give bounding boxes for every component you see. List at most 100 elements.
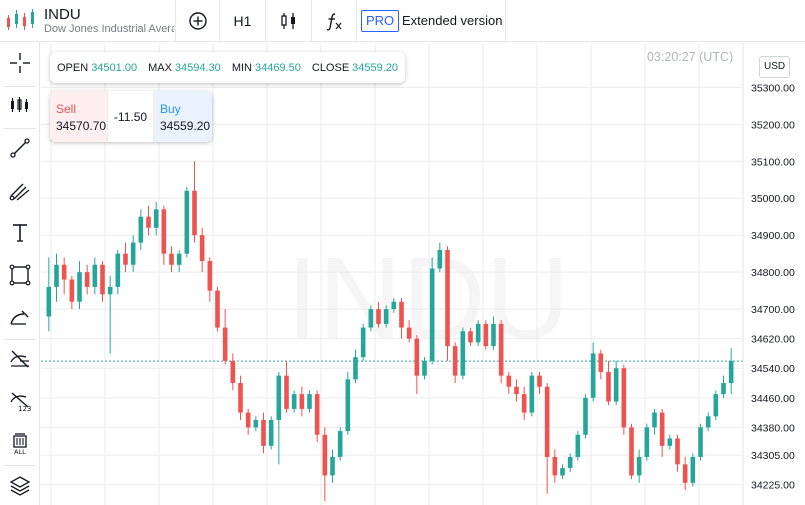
candle [268, 416, 274, 450]
candle-body [253, 419, 259, 428]
timeframe-button[interactable]: H1 [219, 0, 265, 42]
symbol-description[interactable]: Dow Jones Industrial Average [44, 23, 174, 35]
candle-body [652, 412, 657, 428]
candle [61, 257, 67, 295]
fib-icon [9, 183, 30, 201]
hide-indicators-icon: 123 [10, 392, 31, 413]
candle-body [583, 397, 588, 435]
brush-tool[interactable] [0, 296, 40, 338]
candle [376, 301, 381, 328]
symbol-watermark: INDU [286, 233, 570, 363]
candle-body [337, 431, 343, 457]
candle [100, 261, 105, 302]
symbol-title[interactable]: INDU [44, 6, 81, 23]
candle [215, 286, 220, 332]
chart-type-button[interactable] [265, 0, 311, 42]
crosshair-tool[interactable] [0, 42, 40, 84]
sell-button[interactable]: Sell 34570.70 [50, 91, 108, 142]
currency-button[interactable]: USD [759, 56, 791, 78]
candle-body [429, 268, 435, 361]
candle-body [391, 301, 397, 310]
candle [222, 309, 228, 365]
layers-tool[interactable] [0, 464, 40, 505]
candle-body [452, 346, 458, 376]
candle [230, 353, 236, 391]
sell-label: Sell [56, 102, 77, 116]
candle-body [115, 253, 121, 287]
candle-body [360, 327, 366, 358]
price-axis: 34225.00 34305.00 34380.00 34460.00 34540.00… [742, 43, 795, 505]
candle-body [399, 301, 404, 328]
candles-layer [46, 161, 734, 502]
price-tick-label: 34700.00 [751, 304, 795, 316]
text-tool[interactable] [0, 212, 40, 254]
pro-badge[interactable]: PRO [361, 10, 400, 32]
buy-button[interactable]: Buy 34559.20 [153, 91, 212, 142]
trend-line-tool[interactable] [0, 127, 40, 169]
candle-body [46, 286, 52, 317]
candle-body [176, 253, 182, 265]
hide-drawings-tool[interactable] [0, 338, 40, 380]
remove-all-tool[interactable]: ALL [0, 422, 40, 464]
price-chart[interactable]: INDU 34225.00 34305.00 34380.00 34460.00 345… [41, 43, 805, 505]
brush-icon [10, 310, 29, 325]
max-label: MAX [148, 61, 172, 74]
indicators-button[interactable] [311, 0, 357, 42]
toolbar-separator [4, 339, 36, 340]
max-value: 34594.30 [174, 61, 221, 74]
candle-body [261, 419, 266, 446]
candle [261, 412, 266, 454]
spread-value: -11.50 [113, 109, 148, 124]
candle [491, 316, 496, 350]
candles-tool[interactable] [0, 84, 40, 126]
candle-body [644, 427, 650, 457]
candle [537, 371, 542, 395]
hide-indicators-tool[interactable]: 123 [0, 380, 40, 422]
candle [667, 434, 673, 450]
candle-body [222, 327, 228, 361]
candle-body [130, 242, 136, 265]
candle [360, 323, 366, 361]
text-icon [13, 224, 27, 242]
candle-body [276, 375, 282, 420]
compare-symbol-button[interactable] [175, 0, 219, 42]
rectangle-tool[interactable] [0, 254, 40, 296]
price-tick-label: 34460.00 [751, 393, 795, 405]
candle [130, 235, 136, 273]
candle [621, 364, 627, 435]
candle-body [675, 438, 680, 465]
candle [498, 320, 504, 384]
candle-body [307, 394, 312, 409]
candle-body [414, 338, 420, 376]
candle [46, 257, 52, 332]
candle-body [314, 394, 320, 435]
candle [138, 209, 144, 250]
close-value: 34559.20 [352, 61, 399, 74]
plus-circle-icon [188, 12, 207, 30]
candle [184, 187, 190, 258]
candle [345, 371, 351, 435]
candle-body [345, 379, 351, 432]
candle [521, 386, 527, 420]
price-tick-label: 34305.00 [751, 450, 795, 462]
candle [698, 423, 703, 461]
candle-body [460, 331, 466, 376]
candle [452, 342, 458, 384]
candle-body [445, 249, 450, 347]
candles-logo-icon [7, 9, 34, 30]
price-tick-label: 35100.00 [751, 156, 795, 168]
sell-price: 34570.70 [56, 119, 107, 133]
candle [299, 386, 305, 417]
candle-body [376, 309, 381, 324]
candle-body [498, 323, 504, 376]
candle-body [84, 272, 90, 287]
fib-tool[interactable] [0, 170, 40, 212]
candle-body [169, 253, 174, 265]
candle [652, 408, 657, 435]
open-label: OPEN [57, 61, 89, 74]
extended-version-link[interactable]: Extended version [402, 13, 503, 28]
svg-text:ALL: ALL [14, 448, 26, 455]
chart-area[interactable]: INDU 34225.00 34305.00 34380.00 34460.00 345… [41, 43, 805, 505]
candle-body [560, 468, 565, 476]
candle [529, 371, 535, 417]
